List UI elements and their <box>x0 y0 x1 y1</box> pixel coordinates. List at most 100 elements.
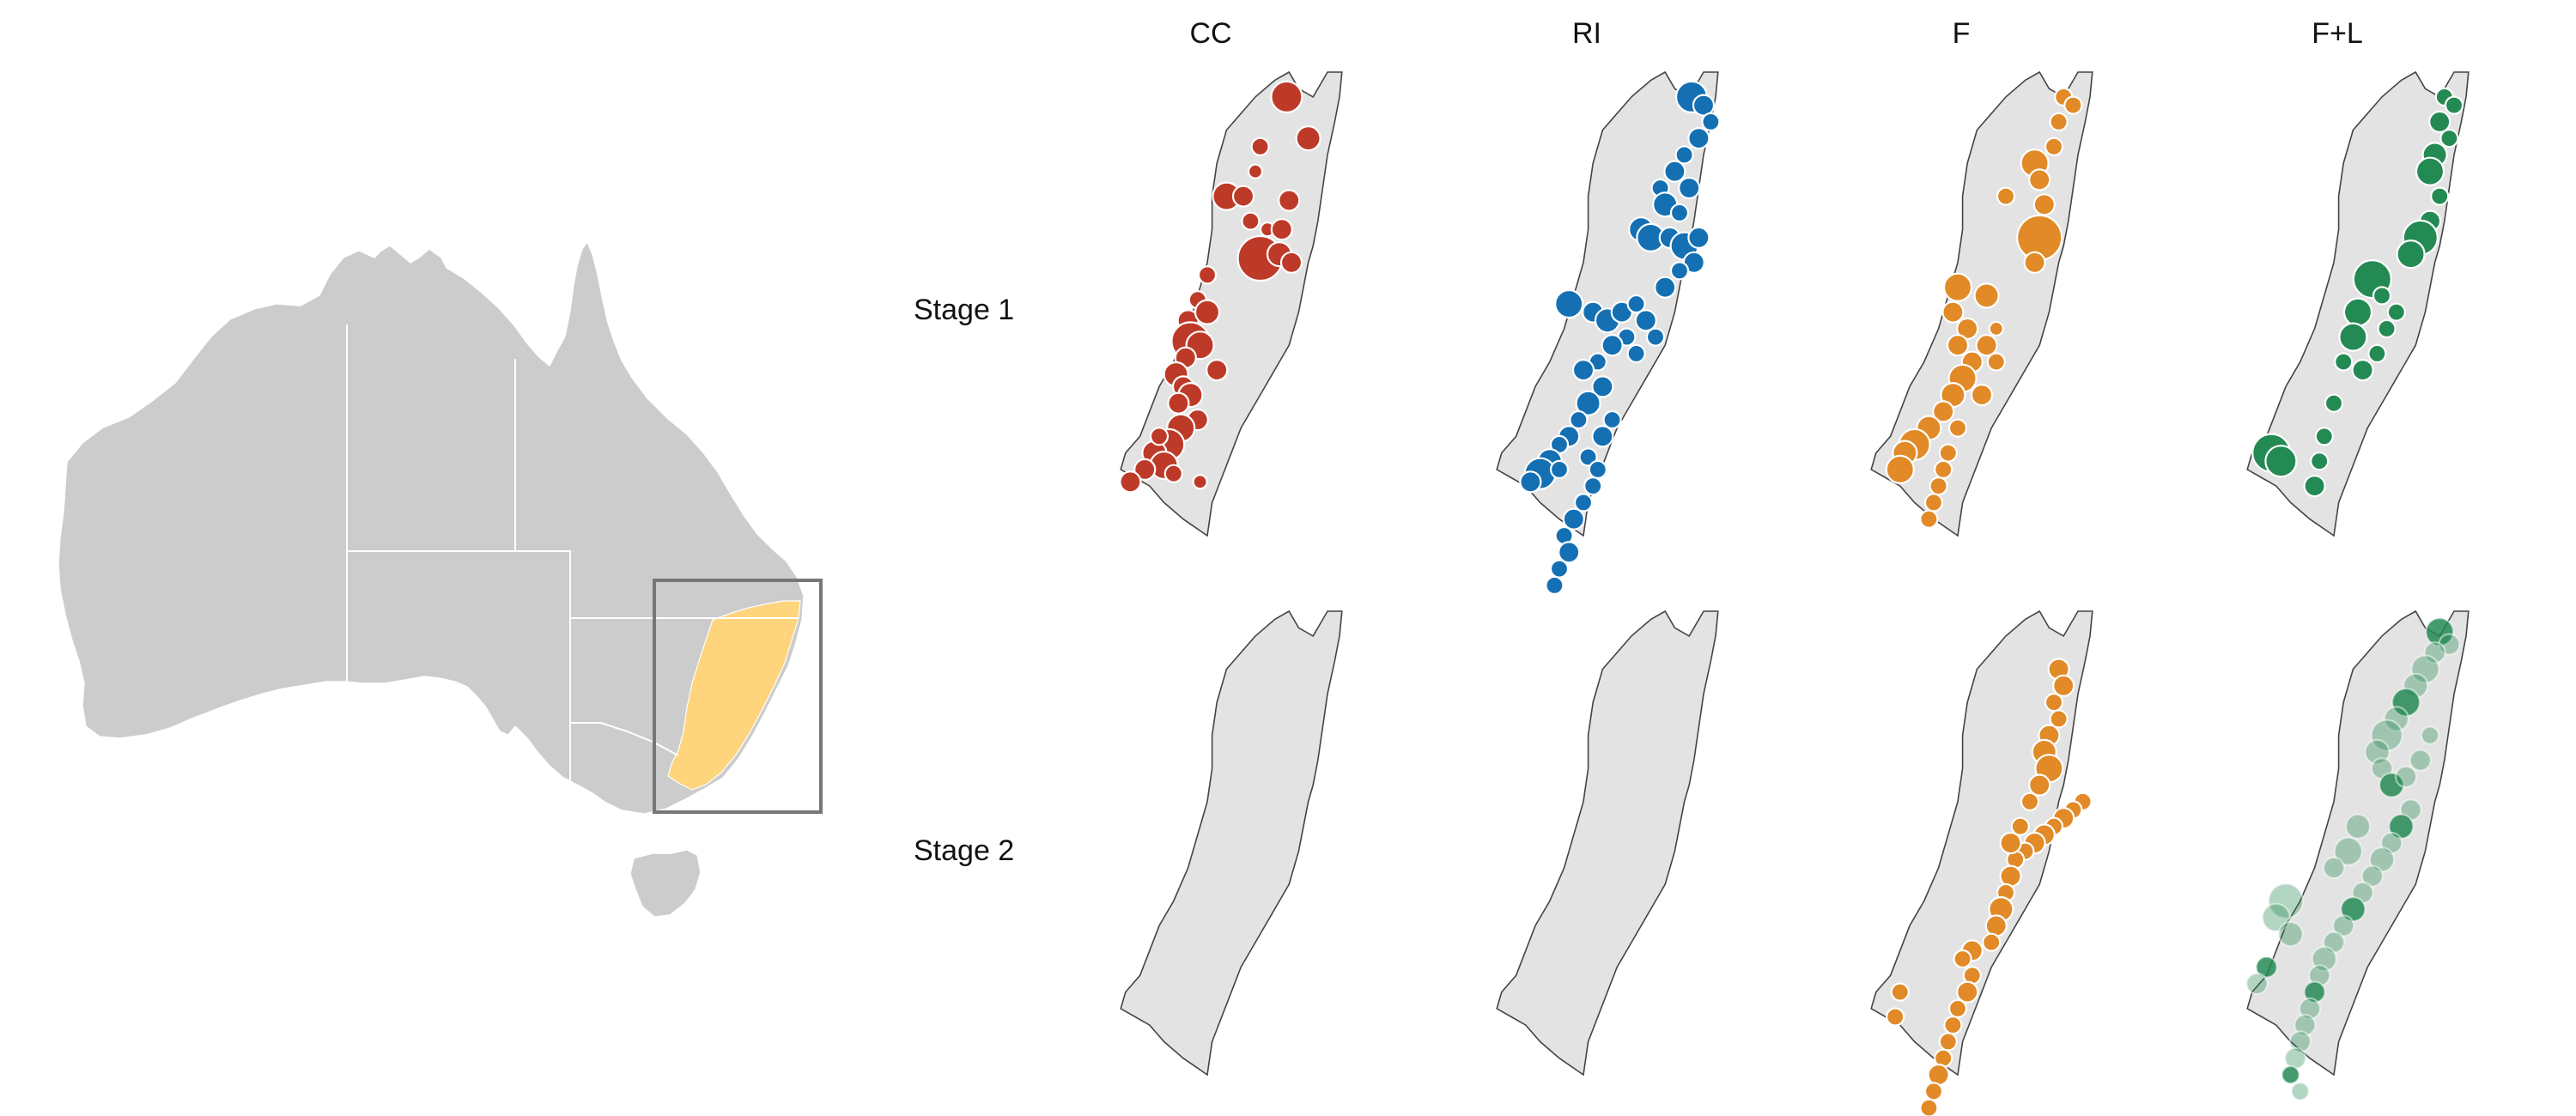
column-label-f: F <box>1952 17 1971 50</box>
site-point-stage1-f <box>2023 251 2046 274</box>
site-point-stage1-cc <box>1231 185 1255 208</box>
site-point-stage1-cc <box>1270 80 1303 114</box>
site-point-stage1-cc <box>1167 391 1190 415</box>
region-outline-stage2-cc <box>1120 610 1343 1077</box>
site-point-stage1-f <box>1929 476 1948 496</box>
highlighted-region <box>667 600 801 791</box>
site-point-stage1-ri <box>1626 294 1646 314</box>
tasmania <box>629 849 702 918</box>
site-point-stage1-fl <box>2351 359 2374 382</box>
site-point-stage1-ri <box>1519 470 1542 494</box>
inset-focus-box <box>653 579 823 814</box>
site-point-stage1-ri <box>1634 309 1657 332</box>
site-point-stage2-f <box>1953 949 1972 969</box>
site-point-stage2-fl <box>2360 864 2384 888</box>
site-point-stage2-fl <box>2288 1030 2312 1053</box>
site-point-stage2-fl <box>2332 914 2355 937</box>
site-point-stage1-f <box>1988 320 2004 337</box>
region-outline-stage2-ri <box>1496 610 1719 1077</box>
site-point-stage1-fl <box>2342 297 2373 327</box>
site-point-stage1-f <box>1956 317 1979 340</box>
site-point-stage1-ri <box>1549 459 1570 480</box>
site-point-stage1-fl <box>2386 302 2406 322</box>
site-point-stage2-f <box>1927 1063 1950 1087</box>
site-point-stage1-f <box>1942 272 1973 302</box>
site-point-stage1-ri <box>1669 203 1690 222</box>
site-point-stage2-fl <box>2410 654 2440 684</box>
site-point-stage1-fl <box>2415 156 2445 186</box>
panel-stage1-f <box>1870 70 2093 537</box>
site-point-stage1-f <box>2044 136 2064 156</box>
site-point-stage1-f <box>2063 95 2083 115</box>
site-point-stage1-ri <box>1654 276 1677 299</box>
site-point-stage1-ri <box>1583 476 1603 496</box>
site-point-stage1-f <box>1986 352 2006 372</box>
site-point-stage1-f <box>1973 282 2000 309</box>
column-label-cc: CC <box>1189 17 1232 50</box>
site-point-stage1-ri <box>1701 112 1721 131</box>
row-label-stage1: Stage 1 <box>914 294 1015 326</box>
site-point-stage2-f <box>1923 1082 1944 1101</box>
site-point-stage1-fl <box>2367 343 2387 363</box>
site-point-stage1-f <box>1923 493 1944 513</box>
site-point-stage1-ri <box>1571 359 1595 382</box>
panel-stage1-cc <box>1119 70 1343 537</box>
site-point-stage1-fl <box>2314 427 2334 446</box>
site-point-stage2-f <box>2049 709 2069 729</box>
site-point-stage1-f <box>2032 193 2056 216</box>
site-point-stage1-cc <box>1295 125 1321 152</box>
state-border-sa-qld <box>515 550 571 618</box>
site-point-stage2-fl <box>2391 687 2421 718</box>
site-point-stage1-cc <box>1149 427 1170 446</box>
site-point-stage2-fl <box>2245 972 2269 996</box>
site-point-stage1-cc <box>1278 189 1301 212</box>
australia-mainland <box>58 240 805 815</box>
site-point-stage1-f <box>1996 186 2016 206</box>
column-label-ri: RI <box>1572 17 1601 50</box>
site-point-stage1-fl <box>2338 322 2368 352</box>
site-point-stage2-fl <box>2303 980 2326 1004</box>
site-point-stage2-fl <box>2298 997 2322 1021</box>
site-point-stage2-fl <box>2423 641 2446 664</box>
site-point-stage2-fl <box>2277 920 2304 948</box>
column-label-fl: F+L <box>2312 17 2363 50</box>
site-point-stage1-fl <box>2430 186 2450 206</box>
site-point-stage2-fl <box>2322 856 2346 880</box>
site-point-stage2-f <box>1999 864 2022 888</box>
site-point-stage1-f <box>1947 418 1968 438</box>
site-point-stage1-ri <box>1626 343 1646 363</box>
site-point-stage2-f <box>2028 773 2051 797</box>
site-point-stage1-fl <box>2310 452 2330 471</box>
region-outline-stage2-fl <box>2246 610 2470 1077</box>
site-point-stage2-fl <box>2255 955 2278 979</box>
site-point-stage1-f <box>1932 400 1955 423</box>
site-point-stage1-f <box>1970 384 1994 407</box>
site-point-stage1-cc <box>1279 251 1303 274</box>
site-point-stage1-cc <box>1247 163 1264 179</box>
site-point-stage2-fl <box>2409 749 2432 772</box>
small-multiples-grid <box>1119 70 2470 1116</box>
site-point-stage1-ri <box>1575 390 1601 416</box>
site-point-stage1-f <box>2049 112 2069 131</box>
site-point-stage1-ri <box>1645 327 1666 347</box>
site-point-stage1-fl <box>2396 240 2426 270</box>
site-point-stage2-f <box>1890 982 1910 1002</box>
panel-stage2-fl <box>2245 610 2470 1101</box>
site-point-stage2-f <box>1947 998 1968 1019</box>
site-point-stage1-f <box>1885 454 1915 485</box>
site-point-stage1-fl <box>2303 474 2326 498</box>
site-point-stage1-f <box>2028 168 2051 191</box>
site-point-stage2-f <box>1919 1098 1939 1116</box>
site-point-stage1-cc <box>1119 470 1142 494</box>
site-point-stage2-f <box>1943 1015 1963 1035</box>
panel-stage2-f <box>1870 610 2093 1116</box>
site-point-stage2-f <box>1938 1032 1958 1052</box>
site-point-stage1-f <box>1938 443 1958 463</box>
site-point-stage1-fl <box>2377 318 2397 338</box>
site-point-stage1-cc <box>1192 474 1208 490</box>
site-point-stage1-ri <box>1588 459 1607 480</box>
site-point-stage1-fl <box>2264 445 2298 478</box>
site-point-stage1-cc <box>1133 458 1157 482</box>
site-point-stage1-fl <box>2334 352 2354 372</box>
site-point-stage1-fl <box>2324 393 2344 413</box>
